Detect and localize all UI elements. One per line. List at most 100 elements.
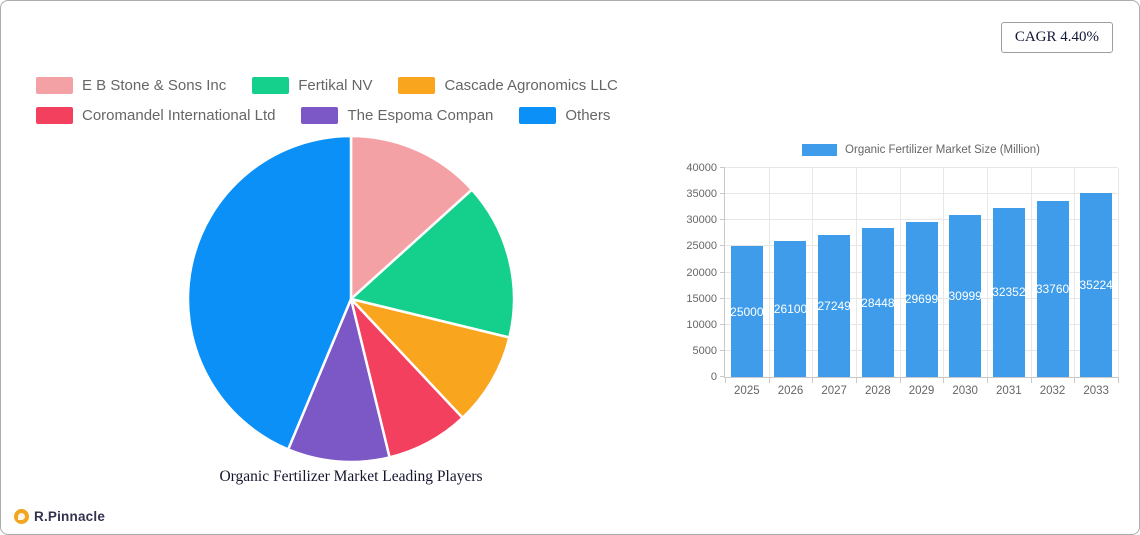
legend-label: Fertikal NV [298, 77, 373, 94]
pie-slice-others[interactable] [186, 134, 353, 451]
x-axis-label: 2032 [1039, 385, 1066, 397]
y-axis-label: 5000 [692, 344, 717, 357]
y-axis-label: 40000 [686, 162, 717, 174]
pie-slice-e-b-stone-sons-inc[interactable] [349, 134, 474, 301]
gridline-vertical [899, 168, 901, 377]
y-axis-tick [720, 297, 725, 299]
gridline-vertical [986, 168, 988, 377]
gridline-horizontal [725, 193, 1118, 195]
legend-swatch [36, 107, 73, 124]
y-axis-tick [720, 219, 725, 221]
bar-2028[interactable]: 28448 [861, 228, 895, 377]
bar-value-label: 26100 [773, 301, 808, 316]
brand-name: R.Pinnacle [34, 509, 106, 524]
y-axis-tick [720, 271, 725, 273]
bar-2031[interactable]: 32352 [992, 207, 1026, 377]
x-axis-label: 2033 [1083, 385, 1109, 397]
y-axis-label: 30000 [686, 214, 717, 227]
bar-value-label: 29699 [904, 292, 939, 307]
y-axis-label: 0 [710, 371, 717, 383]
bar-value-label: 33760 [1035, 281, 1070, 296]
pie-svg [186, 134, 516, 464]
y-axis-label: 10000 [686, 318, 717, 331]
bar-2033[interactable]: 35224 [1079, 192, 1113, 377]
x-axis-tick [986, 377, 988, 383]
bar-chart: Organic Fertilizer Market Size (Million)… [686, 144, 1134, 410]
gridline-vertical [1074, 168, 1076, 377]
bar-chart-legend[interactable]: Organic Fertilizer Market Size (Million) [724, 144, 1118, 156]
pie-slice-cascade-agronomics-llc[interactable] [349, 297, 511, 420]
pie-legend: E B Stone & Sons Inc Fertikal NV Cascade A… [36, 77, 726, 124]
legend-swatch [398, 77, 436, 94]
bar-2027[interactable]: 27249 [817, 234, 851, 377]
gridline-vertical [1118, 168, 1119, 377]
legend-label: Others [565, 107, 611, 124]
bar-value-label: 27249 [817, 298, 851, 313]
legend-swatch [519, 107, 557, 124]
y-axis-tick [720, 376, 725, 377]
y-axis-label: 25000 [686, 240, 717, 253]
legend-item-e-b-stone-sons-inc[interactable]: E B Stone & Sons Inc [36, 77, 226, 94]
y-axis-tick [720, 245, 725, 247]
bar-2032[interactable]: 33760 [1035, 200, 1070, 377]
legend-label: Cascade Agronomics LLC [444, 77, 618, 94]
pie-chart [185, 133, 517, 465]
cagr-badge: CAGR 4.40% [1000, 22, 1113, 53]
bar-value-label: 28448 [861, 295, 895, 310]
legend-label: E B Stone & Sons Inc [82, 77, 227, 94]
x-axis-tick [855, 377, 857, 383]
pie-chart-title: Organic Fertilizer Market Leading Player… [219, 468, 483, 485]
bar-2029[interactable]: 29699 [904, 221, 939, 377]
x-axis-tick [768, 377, 770, 383]
pie-slice-fertikal-nv[interactable] [349, 188, 516, 339]
x-axis-label: 2029 [908, 385, 935, 397]
x-axis-tick [725, 377, 726, 383]
x-axis-tick [943, 377, 945, 383]
x-axis-tick [1118, 377, 1119, 383]
legend-label: The Espoma Compan [347, 107, 494, 124]
legend-item-coromandel-international-ltd[interactable]: Coromandel International Ltd [36, 107, 275, 124]
legend-swatch [36, 77, 73, 94]
x-axis-tick [1074, 377, 1076, 383]
bar-2030[interactable]: 30999 [948, 215, 982, 377]
gridline-vertical [943, 168, 945, 377]
bar-series-label: Organic Fertilizer Market Size (Million) [845, 144, 1040, 156]
y-axis-tick [720, 323, 725, 325]
gridline-horizontal [725, 167, 1118, 168]
bar-value-label: 25000 [730, 304, 764, 319]
y-axis-tick [720, 193, 725, 195]
bar-2026[interactable]: 26100 [773, 240, 808, 377]
pie-slice-the-espoma-compan[interactable] [286, 297, 391, 464]
y-axis-label: 20000 [686, 266, 717, 279]
y-axis-tick [720, 167, 725, 168]
x-axis-tick [812, 377, 814, 383]
x-axis-tick [899, 377, 901, 383]
brand-logo: R.Pinnacle [14, 509, 105, 524]
bar-2025[interactable]: 25000 [730, 246, 764, 377]
x-axis-label: 2027 [821, 385, 847, 397]
legend-item-cascade-agronomics-llc[interactable]: Cascade Agronomics LLC [398, 77, 618, 94]
legend-item-others[interactable]: Others [519, 107, 610, 124]
legend-item-fertikal-nv[interactable]: Fertikal NV [252, 77, 372, 94]
legend-label: Coromandel International Ltd [82, 107, 276, 124]
x-axis-label: 2026 [777, 385, 804, 397]
legend-item-the-espoma-compan[interactable]: The Espoma Compan [301, 107, 493, 124]
bar-plot-area: 0 5000 10000 15000 20000 25000 30000 35000 40000… [686, 162, 1119, 397]
gridline-vertical [812, 168, 814, 377]
gridline-horizontal [725, 219, 1118, 221]
gridline-vertical [768, 168, 770, 377]
y-axis-label: 15000 [686, 292, 717, 305]
x-axis-label: 2030 [952, 385, 978, 397]
x-axis-label: 2025 [734, 385, 760, 397]
legend-swatch [301, 107, 339, 124]
gridline-vertical [855, 168, 857, 377]
y-axis-label: 35000 [686, 188, 717, 201]
x-axis-tick [1030, 377, 1032, 383]
bar-value-label: 35224 [1079, 277, 1113, 292]
x-axis-label: 2028 [865, 385, 891, 397]
x-axis-label: 2031 [996, 385, 1022, 397]
bar-series-swatch [802, 144, 838, 156]
gridline-vertical [1030, 168, 1032, 377]
legend-swatch [252, 77, 290, 94]
